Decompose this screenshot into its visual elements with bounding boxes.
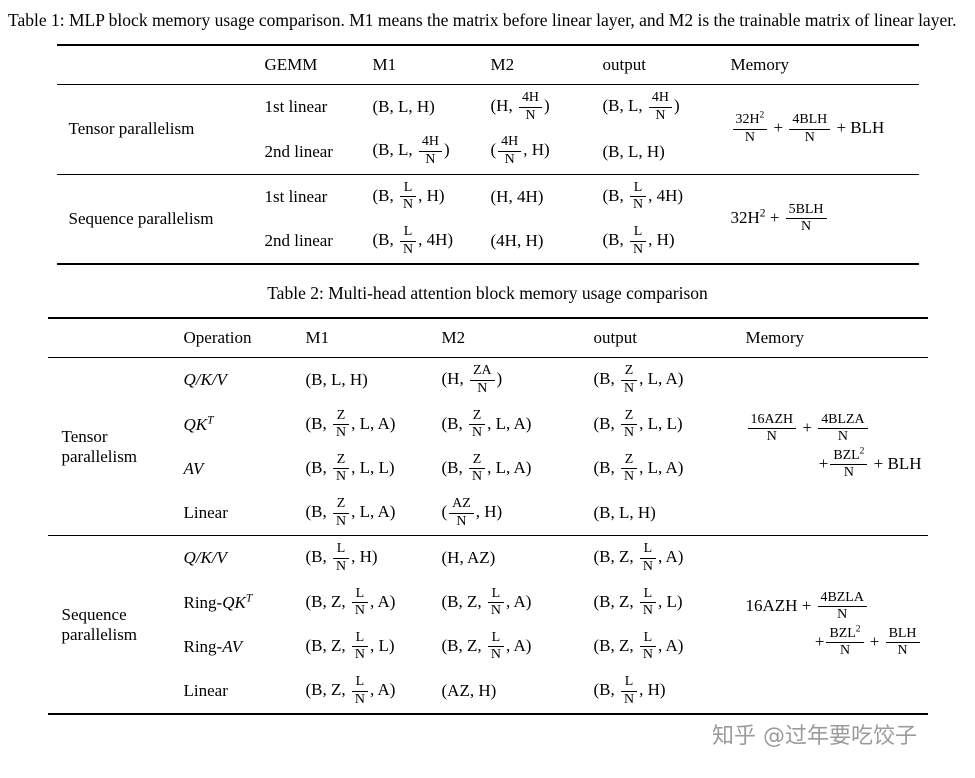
cell-operation: QKT — [183, 413, 214, 434]
header-output: output — [594, 45, 723, 86]
cell-memory: 16AZH N + 4BLZA N + BZL2 N + BLH — [737, 357, 928, 537]
header-m1: M1 — [297, 318, 434, 359]
memory-line-2: + BZL2 N + BLH — [818, 446, 922, 481]
cell-output: (B, L, H) — [585, 491, 738, 537]
cell-operation: Q/K/V — [183, 370, 227, 390]
table1-caption: Table 1: MLP block memory usage comparis… — [8, 10, 957, 30]
table-row: Tensor parallelism Q/K/V (B, L, H) (H, Z… — [47, 357, 928, 537]
cell-operation: Ring-QKT — [183, 591, 253, 612]
cell-memory: 16AZH + 4BZLA N + BZL2 N + BLH N — [738, 536, 928, 715]
cell-m1: (B, L, H) — [305, 370, 368, 390]
table2-caption: Table 2: Multi-head attention block memo… — [267, 283, 708, 304]
header-memory: Memory — [737, 318, 928, 359]
cell-m1: (B, L, 4H N) — [364, 129, 483, 175]
group-label-sequence: Sequence parallelism — [61, 604, 138, 644]
cell-output: (B, L, 4H N) — [602, 90, 680, 123]
cell-m2: (H, 4H N) — [490, 90, 550, 123]
group-label-tensor: Tensor parallelism — [56, 84, 257, 175]
header-memory: Memory — [722, 45, 919, 86]
header-m2: M2 — [433, 318, 586, 359]
group-label-sequence: Sequence parallelism — [68, 208, 214, 228]
header-blank — [56, 45, 257, 86]
header-m1: M1 — [364, 45, 483, 86]
cell-gemm: 2nd linear — [256, 129, 365, 175]
group-label-tensor: Tensor parallelism — [47, 357, 176, 537]
header-m2: M2 — [482, 45, 595, 86]
watermark: 知乎 @过年要吃饺子 — [712, 724, 917, 749]
cell-m2: (4H, H) — [490, 231, 544, 251]
header-output: output — [585, 318, 738, 359]
cell-m2: (H, AZ) — [441, 548, 496, 568]
cell-output: (B, L, H) — [594, 129, 723, 175]
header-blank — [47, 318, 176, 359]
table2-header-row: Operation M1 M2 output Memory — [47, 318, 928, 359]
cell-gemm: 2nd linear — [264, 231, 333, 251]
cell-gemm: 1st linear — [264, 97, 328, 117]
cell-operation: AV — [183, 458, 204, 478]
cell-memory: 32H2 + 5BLH N — [723, 174, 919, 264]
cell-gemm: 1st linear — [264, 186, 328, 206]
table2: Operation M1 M2 output Memory Tensor par… — [47, 317, 928, 716]
header-operation: Operation — [175, 318, 298, 359]
cell-m2: (AZ N, H) — [433, 491, 586, 537]
cell-m2: (H, 4H) — [490, 186, 544, 206]
cell-m2: (H, ZA N) — [441, 363, 503, 396]
cell-m2: (4H N, H) — [482, 129, 595, 175]
header-gemm: GEMM — [256, 45, 365, 86]
memory-line-1: 16AZH N + 4BLZA N — [746, 412, 922, 445]
memory-line-2: + BZL2 N + BLH N — [746, 623, 922, 659]
cell-operation: Linear — [183, 681, 228, 701]
table1: GEMM M1 M2 output Memory Tensor parallel… — [56, 44, 919, 266]
cell-operation: Ring-AV — [183, 636, 243, 656]
cell-memory: 32H2 N + 4BLH N + BLH — [722, 84, 919, 175]
memory-line-1: 16AZH + 4BZLA N — [746, 590, 922, 623]
table1-header-row: GEMM M1 M2 output Memory — [56, 45, 919, 86]
table-row: 2nd linear (B, L, 4H N) (4H N, H) (B, L, H… — [57, 129, 919, 175]
cell-operation: Linear — [175, 491, 298, 537]
cell-operation: Q/K/V — [183, 548, 227, 568]
table-row: Tensor parallelism 1st linear (B, L, H) … — [56, 84, 919, 175]
cell-m2: (AZ, H) — [441, 681, 497, 701]
cell-m1: (B, L, H) — [372, 97, 435, 117]
